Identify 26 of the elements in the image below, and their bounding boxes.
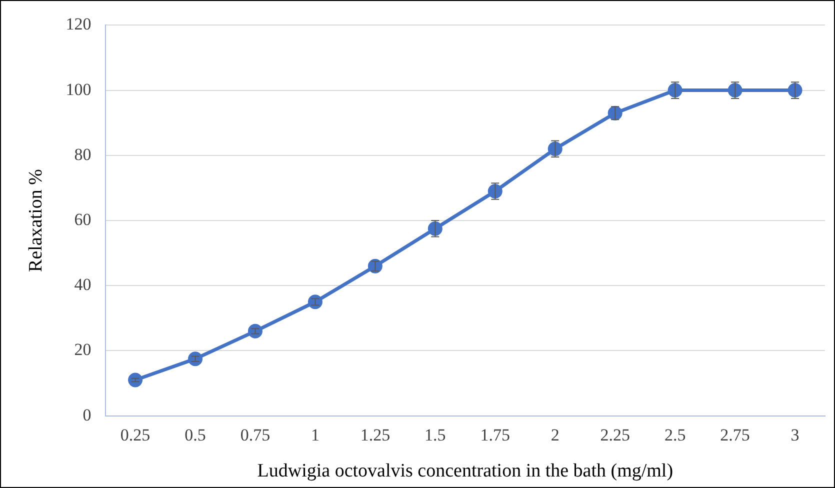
y-tick-label: 40 [74, 275, 92, 294]
y-tick-label: 100 [66, 80, 92, 99]
x-tick-label: 0.25 [120, 425, 150, 444]
x-tick-label: 2.25 [600, 425, 630, 444]
y-tick-label: 60 [74, 210, 92, 229]
y-axis-title: Relaxation % [25, 168, 46, 272]
y-tick-label: 80 [74, 144, 92, 164]
y-tick-label: 20 [74, 340, 92, 360]
point [368, 258, 382, 274]
x-axis-title: Ludwigia octovalvis concentration in the bath (mg/ml) [257, 460, 674, 482]
y-tick-label: 0 [82, 405, 92, 424]
point [248, 324, 262, 338]
x-tick-label: 1.25 [360, 425, 390, 444]
y-tick-label: 120 [66, 14, 92, 34]
x-tick-label: 0.75 [240, 425, 270, 444]
x-tick-label: 3 [790, 425, 800, 444]
point [308, 294, 322, 310]
x-tick-label: 0.5 [184, 425, 206, 444]
x-tick-label: 2.5 [664, 425, 686, 444]
point [608, 106, 622, 120]
x-tick-label: 1.75 [480, 425, 510, 444]
point [188, 352, 203, 366]
x-tick-label: 2.75 [720, 425, 750, 444]
x-tick-label: 1.5 [424, 425, 446, 444]
x-tick-label: 1 [310, 425, 320, 444]
x-tick-label: 2 [550, 425, 560, 444]
